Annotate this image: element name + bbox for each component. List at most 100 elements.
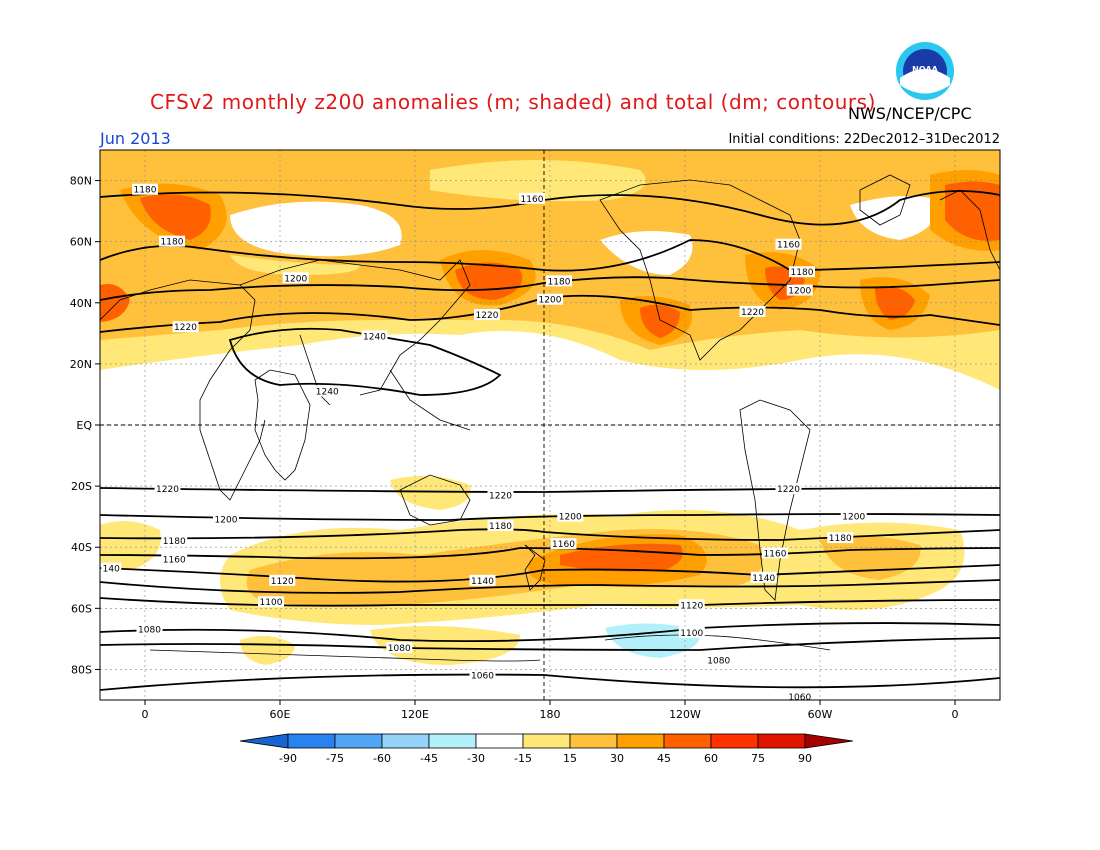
lon-label: 0 xyxy=(952,708,959,721)
lon-label: 120E xyxy=(401,708,429,721)
contour-label: 1080 xyxy=(707,656,730,666)
contour-label-bg xyxy=(762,547,788,559)
colorbar-label: 60 xyxy=(704,752,718,765)
colorbar-label: -60 xyxy=(373,752,391,765)
colorbar-swatch xyxy=(710,733,759,749)
contour-label-bg xyxy=(101,562,122,574)
contour-label-bg xyxy=(519,192,545,204)
lat-label: 20S xyxy=(71,480,92,493)
colorbar-label: 45 xyxy=(657,752,671,765)
contour-label: 1180 xyxy=(163,537,186,547)
longitude-labels: 0 60E 120E 180 120W 60W 0 xyxy=(142,700,959,721)
contour-label-bg xyxy=(161,535,188,547)
latitude-labels: 80N 60N 40N 20N EQ 20S 40S 60S 80S xyxy=(70,175,100,676)
contour-label: 1240 xyxy=(316,387,339,397)
contour-label: 1200 xyxy=(284,274,307,284)
contour-label-bg xyxy=(750,571,777,583)
colorbar-swatch xyxy=(334,733,383,749)
contour-label: 1220 xyxy=(489,491,512,501)
contour-label: 1120 xyxy=(680,601,703,611)
contour-label: 1140 xyxy=(752,574,775,584)
contour-label-bg xyxy=(269,574,296,586)
contour-label-bg xyxy=(487,519,514,531)
colorbar-label: 75 xyxy=(751,752,765,765)
contour-label: 1180 xyxy=(161,238,184,248)
contour-label-bg xyxy=(136,623,163,635)
colorbar-swatch xyxy=(757,733,806,749)
colorbar-swatch xyxy=(569,733,618,749)
contour-label: 1200 xyxy=(539,296,562,306)
contour-label: 1220 xyxy=(174,323,197,333)
lat-label: 60N xyxy=(70,236,92,249)
contour-label: 1140 xyxy=(471,577,494,587)
colorbar-swatch xyxy=(616,733,665,749)
contour-label: 140 xyxy=(103,565,120,575)
contour-label-bg xyxy=(314,385,341,397)
contour-label: 1200 xyxy=(215,516,238,526)
contour-label: 1220 xyxy=(777,485,800,495)
contour-label-bg xyxy=(775,238,802,250)
initial-conditions-label: Initial conditions: 22Dec2012–31Dec2012 xyxy=(728,132,1000,147)
contour-label-bg xyxy=(705,654,732,666)
colorbar-swatch xyxy=(381,733,430,749)
contour-label: 1220 xyxy=(741,308,764,318)
contour-label: 1200 xyxy=(842,513,865,523)
contour-label-bg xyxy=(789,266,815,278)
contour-label-bg xyxy=(469,574,496,586)
contour-label-bg xyxy=(786,284,813,296)
contour-label-bg xyxy=(678,626,705,638)
contour-label-bg xyxy=(550,538,577,550)
contour-label: 1160 xyxy=(521,195,544,205)
contour-label: 1200 xyxy=(788,287,811,297)
colorbar-swatch xyxy=(475,733,524,749)
contour-label: 1220 xyxy=(156,485,179,495)
lon-label: 0 xyxy=(142,708,149,721)
lat-label: 80N xyxy=(70,175,92,188)
colorbar-low-arrow xyxy=(239,733,289,749)
chart-title: CFSv2 monthly z200 anomalies (m; shaded)… xyxy=(150,90,876,114)
contour-label-bg xyxy=(469,669,496,681)
colorbar-label: 30 xyxy=(610,752,624,765)
contour-label-bg xyxy=(386,642,413,654)
contour-label-bg xyxy=(474,309,500,320)
noaa-logo-text: NOAA xyxy=(912,65,938,74)
agency-label: NWS/NCEP/CPC xyxy=(848,104,972,123)
noaa-logo-icon: NOAA xyxy=(896,42,954,100)
contour-label-bg xyxy=(775,483,802,495)
contour-label: 1080 xyxy=(138,626,161,636)
contour-label: 1160 xyxy=(552,540,575,550)
contour-label: 1160 xyxy=(777,241,800,251)
contour-label-bg xyxy=(132,183,158,195)
colorbar-label: 90 xyxy=(798,752,812,765)
contour-label-bg xyxy=(537,293,563,305)
lat-label: 20N xyxy=(70,358,92,371)
lon-label: 60W xyxy=(808,708,833,721)
contour-label-bg xyxy=(739,305,766,317)
valid-month-label: Jun 2013 xyxy=(100,129,171,148)
lat-label: 60S xyxy=(71,602,92,615)
contour-label: 1200 xyxy=(559,513,582,523)
contour-label-bg xyxy=(213,513,239,525)
colorbar-swatch xyxy=(663,733,712,749)
contour-label-bg xyxy=(154,483,181,495)
colorbar-swatch xyxy=(428,733,477,749)
contour-label-bg xyxy=(840,510,867,522)
contour-label-bg xyxy=(172,321,199,333)
contour-label-bg xyxy=(557,510,584,522)
contour-label: 1180 xyxy=(134,186,157,196)
contour-label-bg xyxy=(159,235,185,247)
contour-label: 1180 xyxy=(829,534,852,544)
lon-label: 120W xyxy=(669,708,701,721)
contour-label: 1060 xyxy=(471,672,494,682)
contour-label-bg xyxy=(827,532,854,544)
contour-label: 1080 xyxy=(388,644,411,654)
lat-label: 80S xyxy=(71,663,92,676)
contour-label-bg xyxy=(786,690,813,700)
contour-label: 1100 xyxy=(260,598,283,608)
contour-label: 1100 xyxy=(680,629,703,639)
contour-label: 1180 xyxy=(791,268,814,278)
colorbar-label: -45 xyxy=(420,752,438,765)
colorbar-high-arrow xyxy=(804,733,854,749)
colorbar-label: -30 xyxy=(467,752,485,765)
